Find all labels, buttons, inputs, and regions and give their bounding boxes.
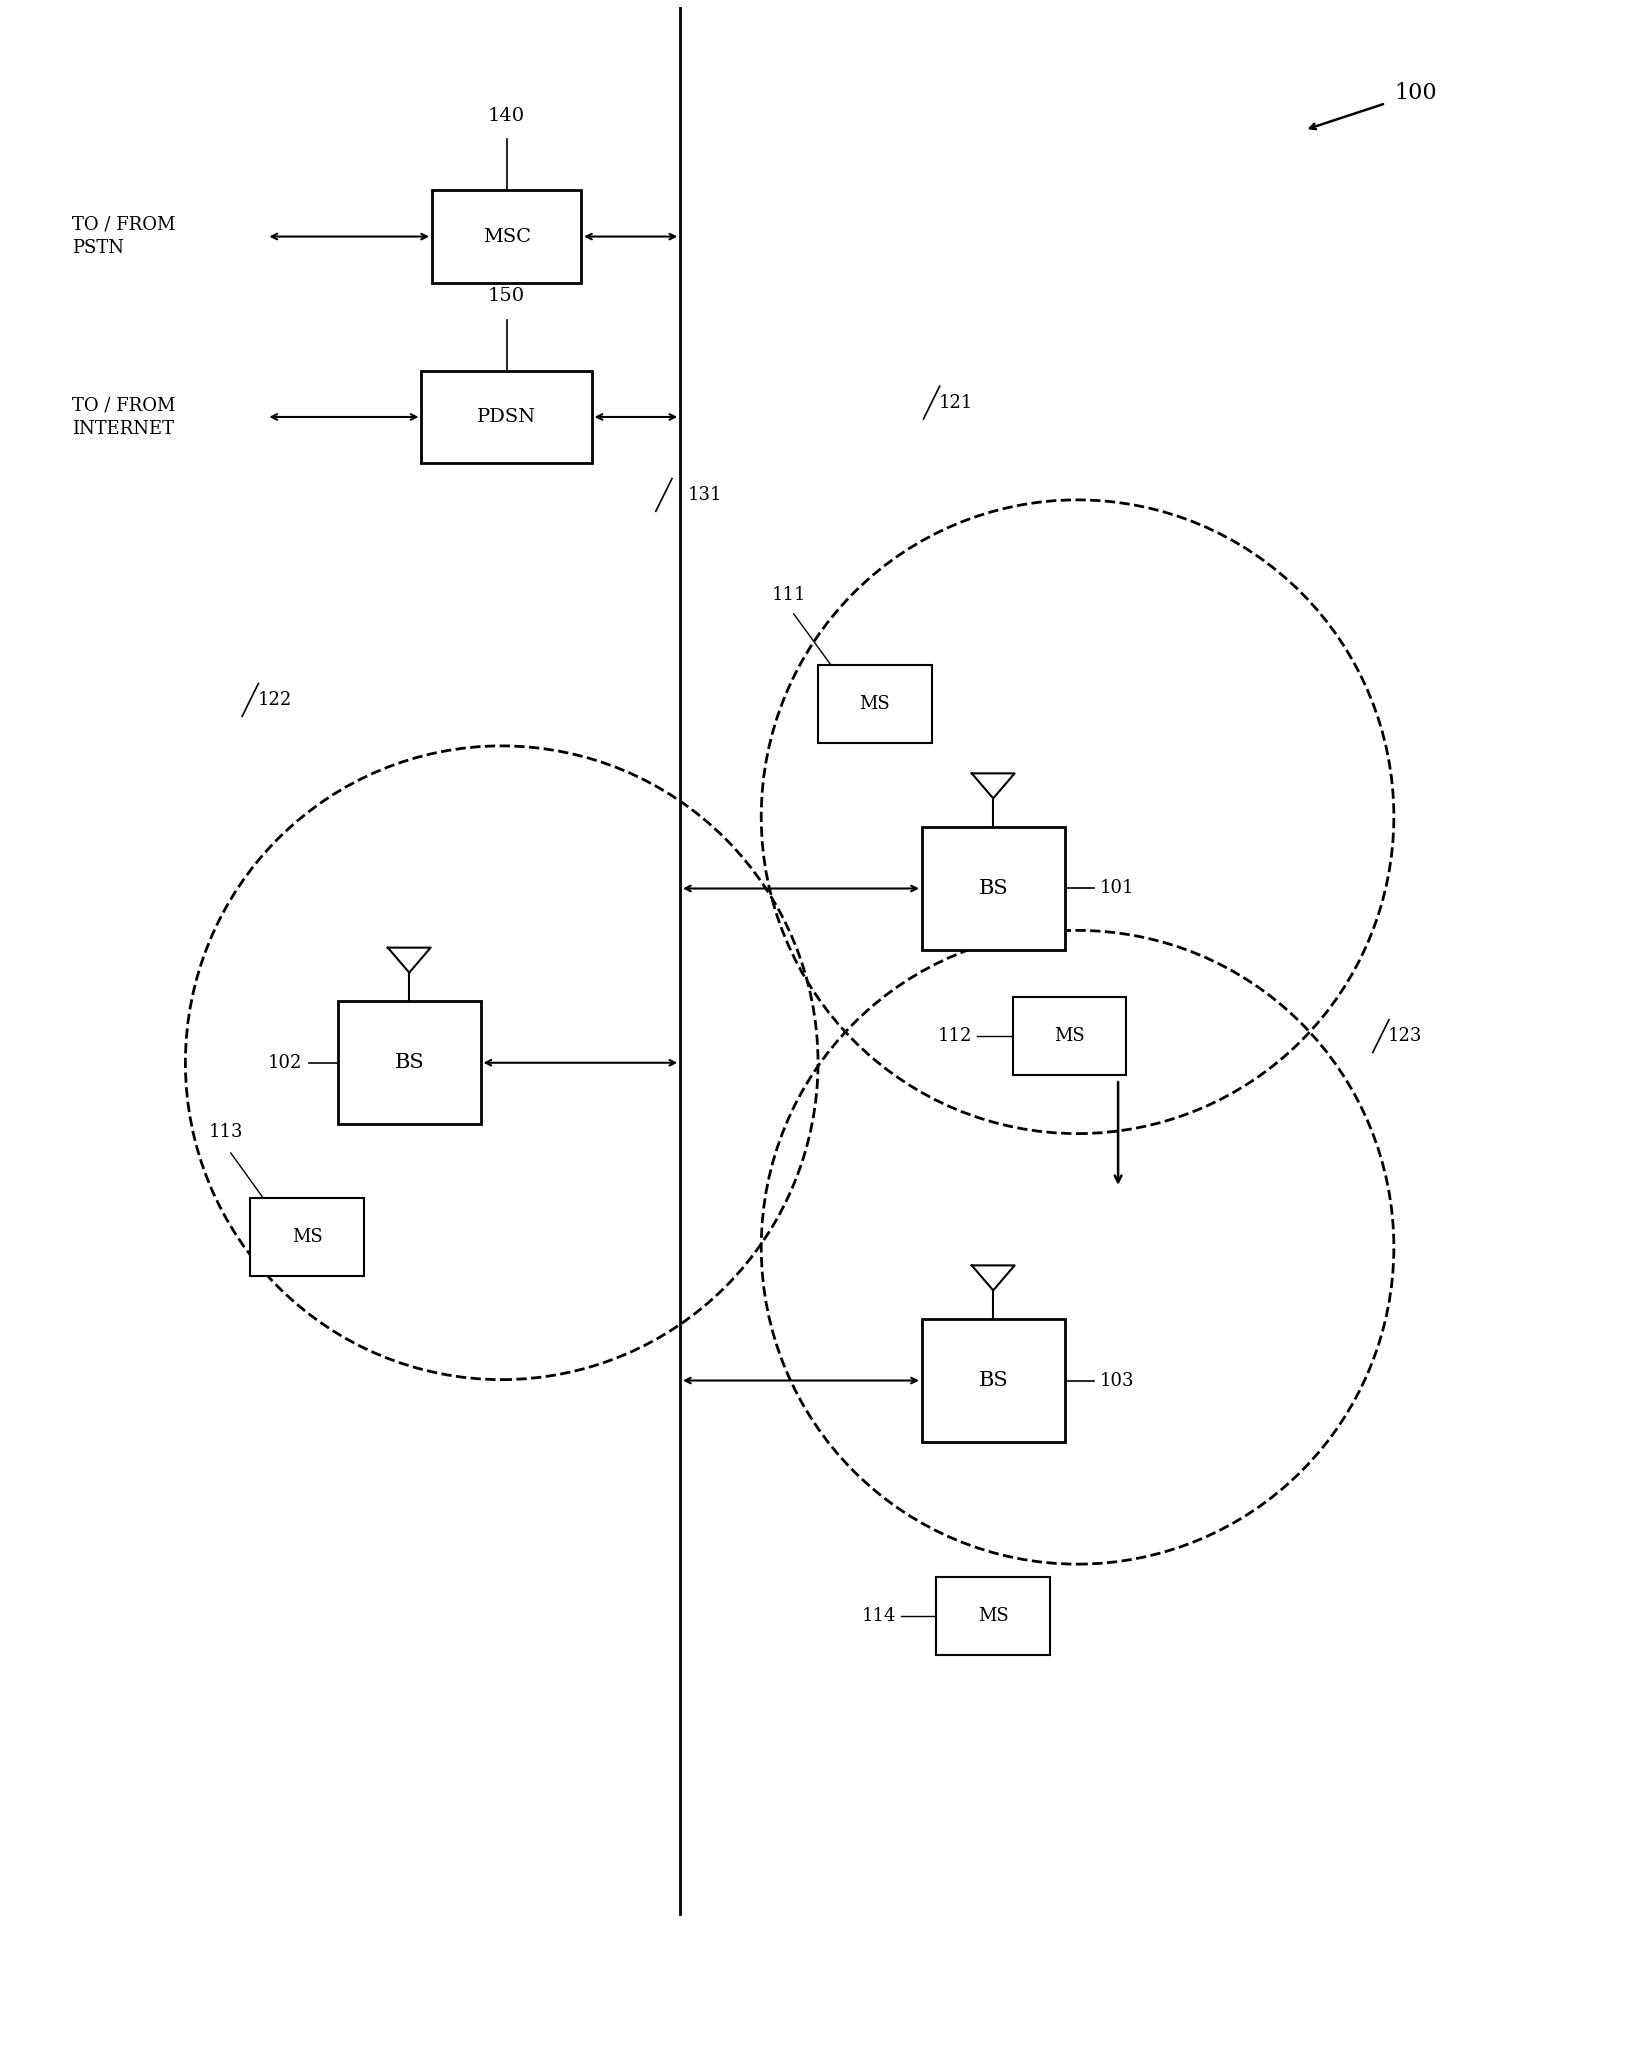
- Text: 150: 150: [488, 287, 525, 305]
- FancyBboxPatch shape: [921, 828, 1065, 949]
- FancyBboxPatch shape: [422, 372, 592, 462]
- Text: 112: 112: [937, 1028, 972, 1044]
- Text: 121: 121: [939, 394, 973, 411]
- FancyBboxPatch shape: [921, 1319, 1065, 1443]
- Text: TO / FROM
PSTN: TO / FROM PSTN: [72, 217, 175, 258]
- Text: MS: MS: [291, 1228, 322, 1247]
- Text: TO / FROM
INTERNET: TO / FROM INTERNET: [72, 396, 175, 438]
- Text: 101: 101: [1101, 879, 1135, 898]
- FancyBboxPatch shape: [339, 1001, 481, 1125]
- Text: MS: MS: [978, 1608, 1008, 1624]
- Text: BS: BS: [978, 879, 1008, 898]
- FancyBboxPatch shape: [1013, 997, 1126, 1075]
- Text: 113: 113: [209, 1123, 244, 1141]
- FancyBboxPatch shape: [936, 1577, 1050, 1655]
- Text: 102: 102: [268, 1055, 303, 1071]
- Text: 131: 131: [689, 485, 723, 504]
- Text: 100: 100: [1394, 83, 1436, 103]
- Text: MS: MS: [859, 696, 890, 712]
- Text: BS: BS: [394, 1053, 424, 1073]
- Text: 140: 140: [488, 107, 525, 124]
- FancyBboxPatch shape: [432, 190, 581, 283]
- Text: BS: BS: [978, 1370, 1008, 1389]
- Text: 114: 114: [862, 1608, 897, 1624]
- Text: 103: 103: [1101, 1370, 1135, 1389]
- Text: MS: MS: [1054, 1028, 1085, 1044]
- FancyBboxPatch shape: [818, 665, 931, 743]
- Text: MSC: MSC: [483, 227, 530, 246]
- Text: 123: 123: [1387, 1028, 1422, 1044]
- Text: 122: 122: [257, 691, 291, 708]
- FancyBboxPatch shape: [250, 1197, 363, 1276]
- Text: PDSN: PDSN: [478, 409, 537, 425]
- Text: 111: 111: [772, 586, 807, 603]
